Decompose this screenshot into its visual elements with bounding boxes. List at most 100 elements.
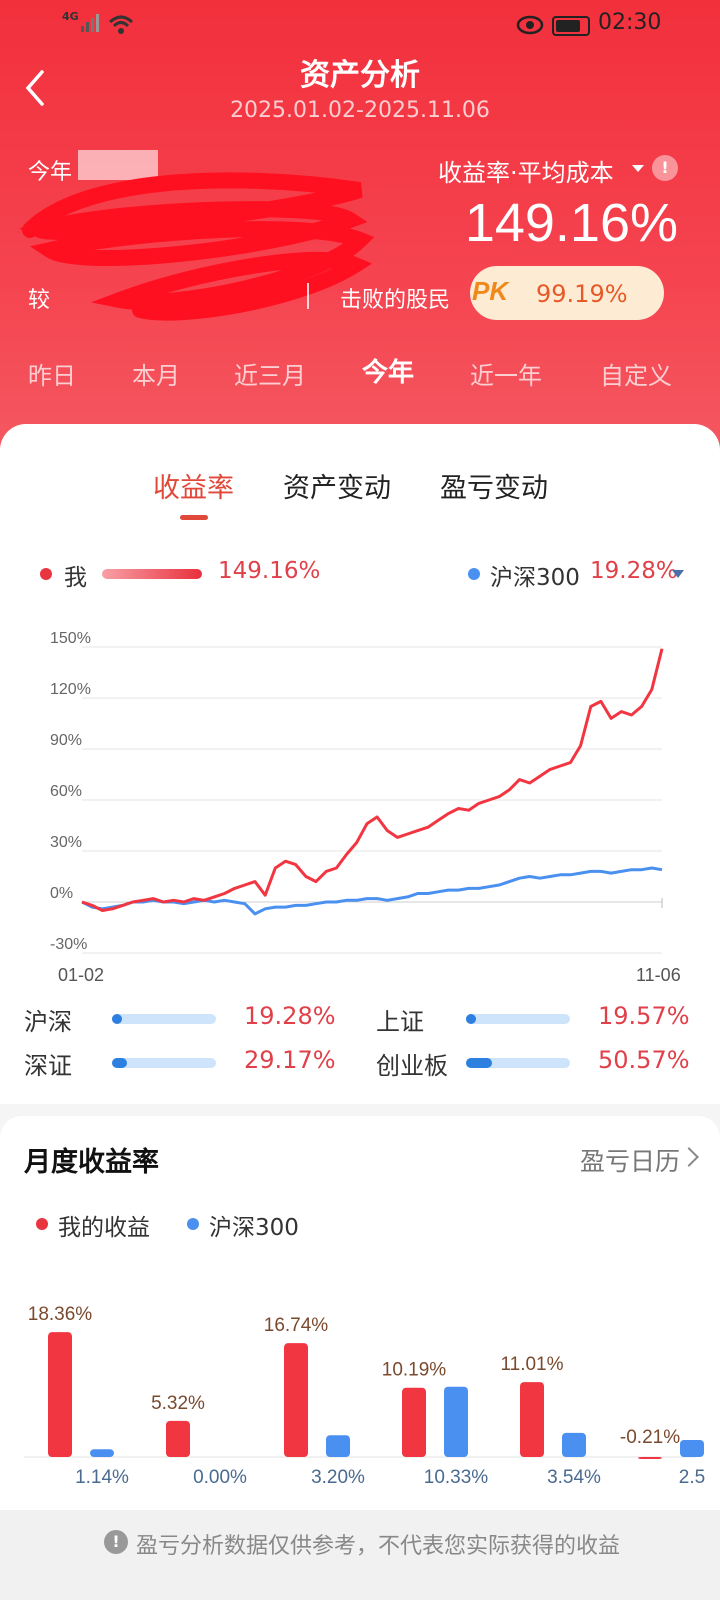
- series-line-hs300: [81, 866, 663, 916]
- bar-label-mine: 16.74%: [264, 1315, 329, 1336]
- y-tick-label: 30%: [50, 834, 82, 851]
- total-return-rate: 149.16%: [464, 193, 678, 253]
- legend-mine-swatch: [102, 569, 202, 579]
- tab-three-months[interactable]: 近三月: [234, 362, 306, 390]
- monthly-return-card: [0, 1116, 720, 1510]
- bar-label-hs300: 3.54%: [547, 1467, 601, 1488]
- index-value: 29.17%: [244, 1046, 336, 1074]
- info-icon: !: [104, 1530, 128, 1554]
- bar-mine: [48, 1332, 72, 1457]
- pk-pill[interactable]: [470, 266, 664, 320]
- index-row-2: 深证 29.17% 创业板 50.57%: [0, 1046, 720, 1082]
- bar-mine: [402, 1387, 426, 1457]
- index-value: 19.57%: [598, 1002, 690, 1030]
- return-chart-card: [0, 424, 720, 1104]
- y-tick-label: 150%: [50, 630, 91, 647]
- info-icon[interactable]: !: [652, 155, 678, 181]
- legend-bench-label[interactable]: 沪深300: [490, 565, 580, 591]
- disclaimer-text: 盈亏分析数据仅供参考，不代表您实际获得的收益: [136, 1534, 621, 1559]
- index-name: 创业板: [376, 1052, 448, 1080]
- bar-label-mine: 5.32%: [151, 1393, 205, 1414]
- bar-hs300: [562, 1432, 586, 1457]
- bar-label-mine: -0.21%: [620, 1427, 680, 1448]
- battery-icon: [552, 16, 590, 36]
- legend-dot-bench: [187, 1218, 199, 1230]
- redacted-area: [78, 150, 158, 180]
- back-arrow-icon[interactable]: [22, 68, 50, 108]
- status-bar: 4G 02:30: [0, 8, 720, 44]
- beat-percentage: 99.19%: [536, 280, 628, 308]
- y-tick-label: 120%: [50, 681, 91, 698]
- legend-dot-mine: [40, 568, 52, 580]
- index-value: 19.28%: [244, 1002, 336, 1030]
- index-row-1: 沪深 19.28% 上证 19.57%: [0, 1002, 720, 1038]
- index-bar-fill: [466, 1058, 493, 1068]
- index-bar: [466, 1058, 570, 1068]
- signal-icon: [81, 14, 99, 32]
- legend-mine-label: 我的收益: [58, 1215, 150, 1241]
- index-value: 50.57%: [598, 1046, 690, 1074]
- bar-label-mine: 11.01%: [500, 1354, 563, 1375]
- pk-text: PK: [472, 276, 509, 306]
- index-bar: [112, 1058, 216, 1068]
- index-name: 深证: [24, 1052, 72, 1080]
- index-bar-fill: [112, 1014, 123, 1024]
- year-label: 今年: [28, 160, 73, 185]
- eye-icon: [516, 15, 544, 35]
- monthly-bar-chart: 18.36% 5.32% 16.74% 10.19% 11.01% -0.21% 1.14%…: [24, 1304, 705, 1488]
- x-tick-label: 01-02: [58, 965, 104, 985]
- legend-me-value: 149.16%: [218, 558, 321, 584]
- x-tick-label: 11-06: [636, 965, 681, 985]
- wifi-icon: [108, 15, 134, 34]
- tab-return-rate[interactable]: 收益率: [153, 473, 234, 504]
- bar-mine: [520, 1382, 544, 1457]
- legend-bench-value: 19.28%: [590, 558, 678, 584]
- bar-label-mine: 10.19%: [382, 1360, 447, 1381]
- return-line-chart: 150% 120% 90% 60% 30% 0% -30% 01-02 11-06: [50, 630, 681, 985]
- disclaimer-footer: [0, 1510, 720, 1600]
- index-bar: [466, 1014, 570, 1024]
- tab-one-year[interactable]: 近一年: [470, 362, 542, 390]
- pk-badge-icon: PK: [472, 276, 528, 310]
- tab-asset-change[interactable]: 资产变动: [283, 473, 391, 504]
- y-tick-label: 60%: [50, 783, 82, 800]
- bar-hs300: [326, 1435, 350, 1457]
- bar-mine: [284, 1343, 308, 1457]
- chart-legend: 我 149.16% 沪深300 19.28%: [0, 558, 720, 592]
- bar-label-hs300: 3.20%: [311, 1467, 365, 1488]
- monthly-title: 月度收益率: [24, 1147, 159, 1178]
- caret-down-icon[interactable]: [672, 569, 684, 579]
- legend-me-label: 我: [64, 565, 87, 591]
- tab-yesterday[interactable]: 昨日: [28, 362, 76, 390]
- tab-pnl-change[interactable]: 盈亏变动: [440, 473, 548, 504]
- clock: 02:30: [598, 10, 662, 35]
- rate-type-selector[interactable]: 收益率·平均成本: [438, 159, 614, 187]
- y-tick-label: 90%: [50, 732, 82, 749]
- compare-label: 较: [28, 288, 51, 313]
- monthly-legend: 我的收益 沪深300: [0, 1208, 720, 1242]
- pnl-calendar-link[interactable]: 盈亏日历: [579, 1147, 680, 1176]
- index-bar: [112, 1014, 216, 1024]
- bar-mine: [166, 1420, 190, 1457]
- page-title: 资产分析: [300, 58, 420, 93]
- tab-this-year[interactable]: 今年: [362, 358, 415, 388]
- network-indicator: 4G: [62, 10, 79, 23]
- tab-custom[interactable]: 自定义: [600, 362, 672, 390]
- period-tabs: 昨日 本月 近三月 今年 近一年 自定义: [0, 356, 720, 400]
- legend-dot-bench: [468, 568, 480, 580]
- index-bar-fill: [466, 1014, 477, 1024]
- series-line-mine: [81, 648, 664, 912]
- caret-down-icon[interactable]: [632, 165, 644, 172]
- y-tick-label: 0%: [50, 885, 73, 902]
- hero-header: 4G 02:30 资产分析 2025.01.02-2025.11.06 今年 较…: [0, 0, 720, 470]
- y-tick-label: -30%: [50, 936, 87, 953]
- index-name: 沪深: [24, 1008, 72, 1036]
- sub-tabs: 收益率 资产变动 盈亏变动: [0, 466, 720, 516]
- index-name: 上证: [376, 1008, 424, 1036]
- beat-label: 击败的股民: [340, 288, 451, 313]
- bar-label-mine: 18.36%: [28, 1304, 93, 1325]
- legend-dot-mine: [36, 1218, 48, 1230]
- bar-label-hs300: 0.00%: [193, 1467, 247, 1488]
- divider: [307, 283, 309, 309]
- tab-this-month[interactable]: 本月: [132, 362, 180, 390]
